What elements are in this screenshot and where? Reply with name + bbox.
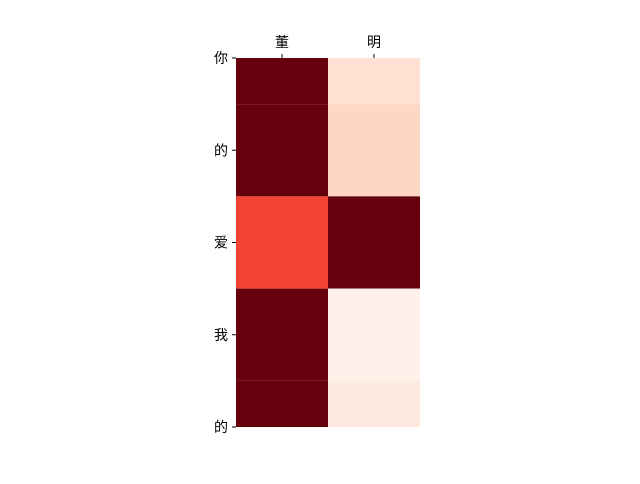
x-tick-label-ming: 明 [367, 35, 381, 51]
heatmap-cell-r2-c0 [236, 196, 328, 289]
heatmap-cell-r4-c0 [236, 380, 328, 427]
heatmap-cell-r0-c1 [328, 58, 420, 105]
heatmap-cell-r3-c0 [236, 288, 328, 381]
x-tick-label-dong: 董 [275, 35, 289, 51]
y-axis: 你 的 爱 我 的 [214, 51, 236, 436]
heatmap-cells [236, 58, 420, 427]
y-tick-label-de-2: 的 [214, 420, 228, 436]
y-tick-label-de-1: 的 [214, 143, 228, 159]
heatmap-cell-r2-c1 [328, 196, 420, 289]
y-tick-label-ai: 爱 [214, 236, 228, 252]
y-tick-label-wo: 我 [214, 328, 228, 344]
x-axis: 董 明 [275, 35, 381, 58]
heatmap-cell-r1-c0 [236, 104, 328, 197]
heatmap-cell-r0-c0 [236, 58, 328, 105]
heatmap-cell-r3-c1 [328, 288, 420, 381]
heatmap-cell-r1-c1 [328, 104, 420, 197]
y-tick-label-ni: 你 [214, 51, 228, 67]
heatmap-cell-r4-c1 [328, 380, 420, 427]
